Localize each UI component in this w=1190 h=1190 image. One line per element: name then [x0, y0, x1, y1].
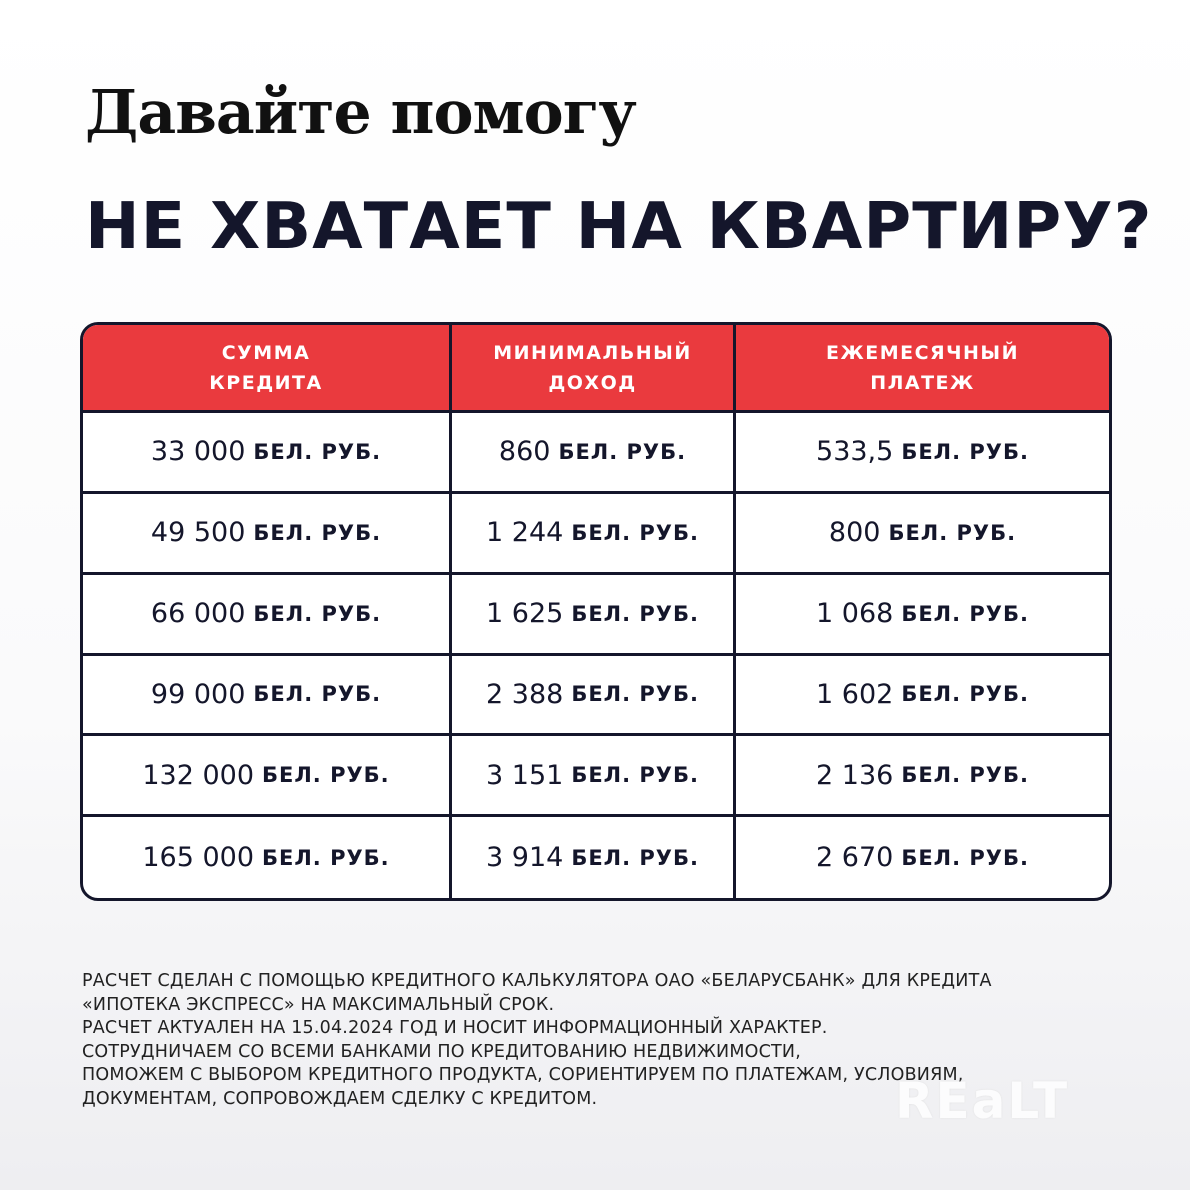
- currency-unit: БЕЛ. РУБ.: [571, 763, 699, 788]
- amount-value: 533,5: [816, 436, 894, 468]
- min-income-cell: 860 БЕЛ. РУБ.: [452, 413, 736, 494]
- currency-unit: БЕЛ. РУБ.: [253, 439, 382, 464]
- currency-unit: БЕЛ. РУБ.: [901, 763, 1029, 788]
- amount-value: 3 914: [486, 842, 564, 874]
- amount-value: 66 000: [150, 598, 246, 630]
- loan-amount-cell: 165 000 БЕЛ. РУБ.: [83, 817, 452, 898]
- monthly-payment-cell: 1 602 БЕЛ. РУБ.: [736, 656, 1109, 737]
- monthly-payment-cell: 800 БЕЛ. РУБ.: [736, 494, 1109, 575]
- kicker-title: Давайте помогу: [85, 78, 637, 148]
- currency-unit: БЕЛ. РУБ.: [571, 601, 699, 626]
- amount-value: 165 000: [142, 842, 254, 874]
- loan-amount-cell: 132 000 БЕЛ. РУБ.: [83, 736, 452, 818]
- amount-value: 33 000: [150, 436, 246, 468]
- realt-watermark-logo: REaLT: [895, 1072, 1070, 1130]
- currency-unit: БЕЛ. РУБ.: [253, 682, 382, 707]
- loan-amount-cell: 33 000 БЕЛ. РУБ.: [83, 413, 452, 494]
- min-income-cell: 3 151 БЕЛ. РУБ.: [452, 736, 736, 818]
- loan-amount-cell: 49 500 БЕЛ. РУБ.: [83, 493, 452, 575]
- currency-unit: БЕЛ. РУБ.: [262, 763, 390, 788]
- amount-value: 2 136: [816, 759, 894, 791]
- monthly-payment-cell: 533,5 БЕЛ. РУБ.: [736, 413, 1109, 494]
- min-income-cell: 1 244 БЕЛ. РУБ.: [452, 493, 736, 575]
- loan-amount-cell: 99 000 БЕЛ. РУБ.: [83, 655, 452, 737]
- amount-value: 3 151: [486, 759, 564, 791]
- amount-value: 1 602: [816, 678, 894, 710]
- amount-value: 99 000: [150, 678, 246, 710]
- currency-unit: БЕЛ. РУБ.: [901, 682, 1029, 707]
- currency-unit: БЕЛ. РУБ.: [262, 845, 390, 870]
- amount-value: 1 625: [486, 598, 564, 630]
- currency-unit: БЕЛ. РУБ.: [571, 520, 699, 545]
- amount-value: 1 068: [816, 598, 894, 630]
- amount-value: 2 388: [486, 678, 564, 710]
- min-income-cell: 3 914 БЕЛ. РУБ.: [452, 817, 736, 898]
- monthly-payment-cell: 1 068 БЕЛ. РУБ.: [736, 575, 1109, 656]
- currency-unit: БЕЛ. РУБ.: [901, 439, 1029, 464]
- amount-value: 49 500: [150, 517, 246, 549]
- currency-unit: БЕЛ. РУБ.: [253, 601, 382, 626]
- footnote: РАСЧЕТ СДЕЛАН С ПОМОЩЬЮ КРЕДИТНОГО КАЛЬК…: [82, 971, 992, 1109]
- loan-amount-cell: 66 000 БЕЛ. РУБ.: [83, 574, 452, 656]
- currency-unit: БЕЛ. РУБ.: [571, 845, 699, 870]
- amount-value: 1 244: [486, 517, 564, 549]
- currency-unit: БЕЛ. РУБ.: [558, 439, 687, 464]
- column-header: МИНИМАЛЬНЫЙ ДОХОД: [452, 325, 736, 413]
- monthly-payment-cell: 2 136 БЕЛ. РУБ.: [736, 736, 1109, 818]
- min-income-cell: 2 388 БЕЛ. РУБ.: [452, 655, 736, 737]
- headline: НЕ ХВАТАЕТ НА КВАРТИРУ?: [85, 190, 1153, 264]
- column-header: ЕЖЕМЕСЯЧНЫЙ ПЛАТЕЖ: [736, 325, 1109, 413]
- currency-unit: БЕЛ. РУБ.: [901, 845, 1029, 870]
- mortgage-table: СУММА КРЕДИТА МИНИМАЛЬНЫЙ ДОХОД ЕЖЕМЕСЯЧНЫ…: [80, 322, 1112, 901]
- amount-value: 860: [498, 436, 551, 468]
- currency-unit: БЕЛ. РУБ.: [901, 601, 1029, 626]
- currency-unit: БЕЛ. РУБ.: [888, 520, 1017, 545]
- min-income-cell: 1 625 БЕЛ. РУБ.: [452, 574, 736, 656]
- currency-unit: БЕЛ. РУБ.: [253, 520, 382, 545]
- column-header: СУММА КРЕДИТА: [83, 325, 452, 413]
- amount-value: 132 000: [142, 759, 254, 791]
- amount-value: 800: [828, 517, 881, 549]
- amount-value: 2 670: [816, 842, 894, 874]
- monthly-payment-cell: 2 670 БЕЛ. РУБ.: [736, 817, 1109, 898]
- currency-unit: БЕЛ. РУБ.: [571, 682, 699, 707]
